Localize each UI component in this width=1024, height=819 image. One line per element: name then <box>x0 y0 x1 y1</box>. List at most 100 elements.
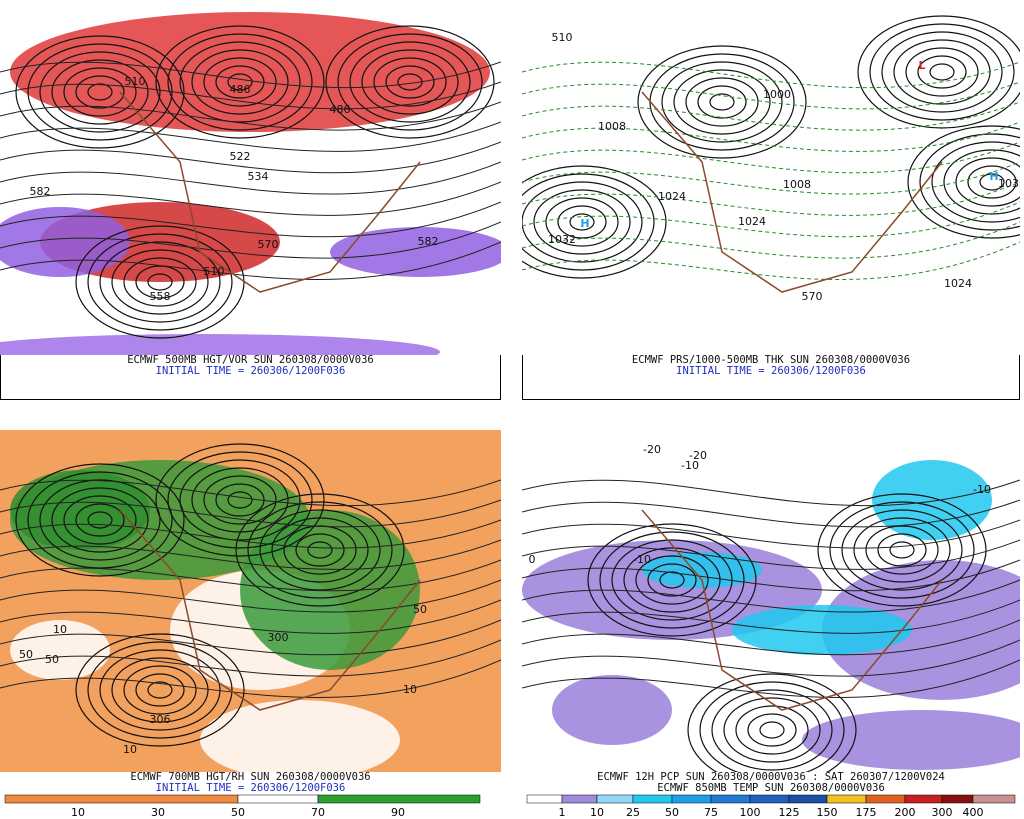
colorbar-label: 1 <box>559 806 566 819</box>
contour <box>522 539 1020 570</box>
coastline <box>641 509 943 711</box>
contour-label: 570 <box>258 238 279 251</box>
colorbar-label: 400 <box>963 806 984 819</box>
contour <box>0 659 501 698</box>
colorbar-segment <box>941 794 974 804</box>
contour <box>869 23 1015 121</box>
contour-label: 570 <box>802 290 823 303</box>
contour <box>522 241 1020 280</box>
contour <box>155 443 325 557</box>
contour <box>522 221 1020 259</box>
contour <box>167 451 313 549</box>
contour <box>51 487 149 553</box>
colorbar-label: 200 <box>895 806 916 819</box>
contour-label: 50 <box>19 648 33 661</box>
contour <box>759 721 785 739</box>
contour <box>661 61 783 143</box>
contour <box>0 599 501 634</box>
contour-label: 486 <box>230 83 251 96</box>
contour-label: 1000 <box>763 88 791 101</box>
contour <box>361 49 459 115</box>
colorbar-label: 100 <box>740 806 761 819</box>
contour <box>929 63 955 81</box>
contour <box>227 73 253 91</box>
map: 306 300 10 50 50 10 50 10 <box>0 430 501 772</box>
contour <box>271 517 369 583</box>
contour-label: -20 <box>689 449 707 462</box>
contour <box>147 681 173 699</box>
contour <box>0 559 501 592</box>
contour <box>63 495 137 545</box>
map-panel: 510 486 486 582 522 534 570 582 558 510 ECMWF 500M… <box>0 12 501 400</box>
colorbar-label: 150 <box>817 806 838 819</box>
contour <box>905 47 979 97</box>
contour <box>203 57 277 107</box>
contour <box>699 681 845 772</box>
initial-time: INITIAL TIME = 260306/1200F036 <box>676 365 866 377</box>
contour <box>817 493 987 607</box>
colorbar-label: 50 <box>231 806 245 819</box>
contour <box>635 555 709 605</box>
contour <box>659 571 685 589</box>
shaded-field <box>0 334 440 355</box>
contour-label: 582 <box>418 235 439 248</box>
contour <box>87 641 233 739</box>
shaded-field <box>872 460 992 540</box>
contour <box>967 165 1017 199</box>
contour-label: H <box>989 170 998 183</box>
contour <box>943 149 1020 215</box>
shaded-field <box>200 700 400 772</box>
contour <box>123 257 197 307</box>
colorbar-segment <box>972 794 1016 804</box>
contour <box>39 51 161 133</box>
contour <box>0 181 501 216</box>
contour <box>865 525 939 575</box>
contour-label: -10 <box>973 483 991 496</box>
contour <box>135 673 185 707</box>
colorbar-segment <box>317 794 481 804</box>
contour <box>979 173 1005 191</box>
map-panel: H H L 1032 1032 1008 1000 1008 1024 1024 1024 570 51… <box>522 12 1020 400</box>
colorbar-label: 175 <box>856 806 877 819</box>
contour <box>522 201 1020 238</box>
contour-label: 486 <box>330 103 351 116</box>
contour <box>27 471 173 569</box>
contour <box>829 501 975 599</box>
contour-label: H <box>580 217 589 230</box>
contour <box>0 101 501 131</box>
contour <box>295 533 345 567</box>
contour-label: 1032 <box>548 233 576 246</box>
contour <box>522 619 1020 656</box>
caption: ECMWF 500MB HGT/VOR SUN 260308/0000V036 <box>127 354 374 366</box>
contour <box>51 59 149 125</box>
colorbar-segment <box>596 794 634 804</box>
contour <box>0 479 501 507</box>
contour-label: L <box>918 59 925 72</box>
contour <box>893 39 991 105</box>
contour <box>599 531 745 629</box>
contour <box>0 539 501 570</box>
contour <box>522 639 1020 677</box>
contour <box>709 93 735 111</box>
contour <box>522 165 667 279</box>
contour-label: 510 <box>552 31 573 44</box>
contour-label: 534 <box>248 170 269 183</box>
contour-label: 10 <box>403 683 417 696</box>
colorbar-label: 10 <box>590 806 604 819</box>
contour-label: -10 <box>681 459 699 472</box>
contour <box>75 633 245 747</box>
contour <box>533 189 631 255</box>
contour <box>179 459 301 541</box>
colorbar-segment <box>904 794 943 804</box>
colorbar-label: 30 <box>151 806 165 819</box>
colorbar-label: 90 <box>391 806 405 819</box>
contour-label: 10 <box>53 623 67 636</box>
contour <box>63 67 137 117</box>
contour <box>259 509 381 591</box>
contour <box>522 121 1020 152</box>
initial-time: INITIAL TIME = 260306/1200F036 <box>156 365 346 377</box>
contour <box>179 41 301 123</box>
contour <box>39 479 161 561</box>
contour <box>522 181 643 263</box>
